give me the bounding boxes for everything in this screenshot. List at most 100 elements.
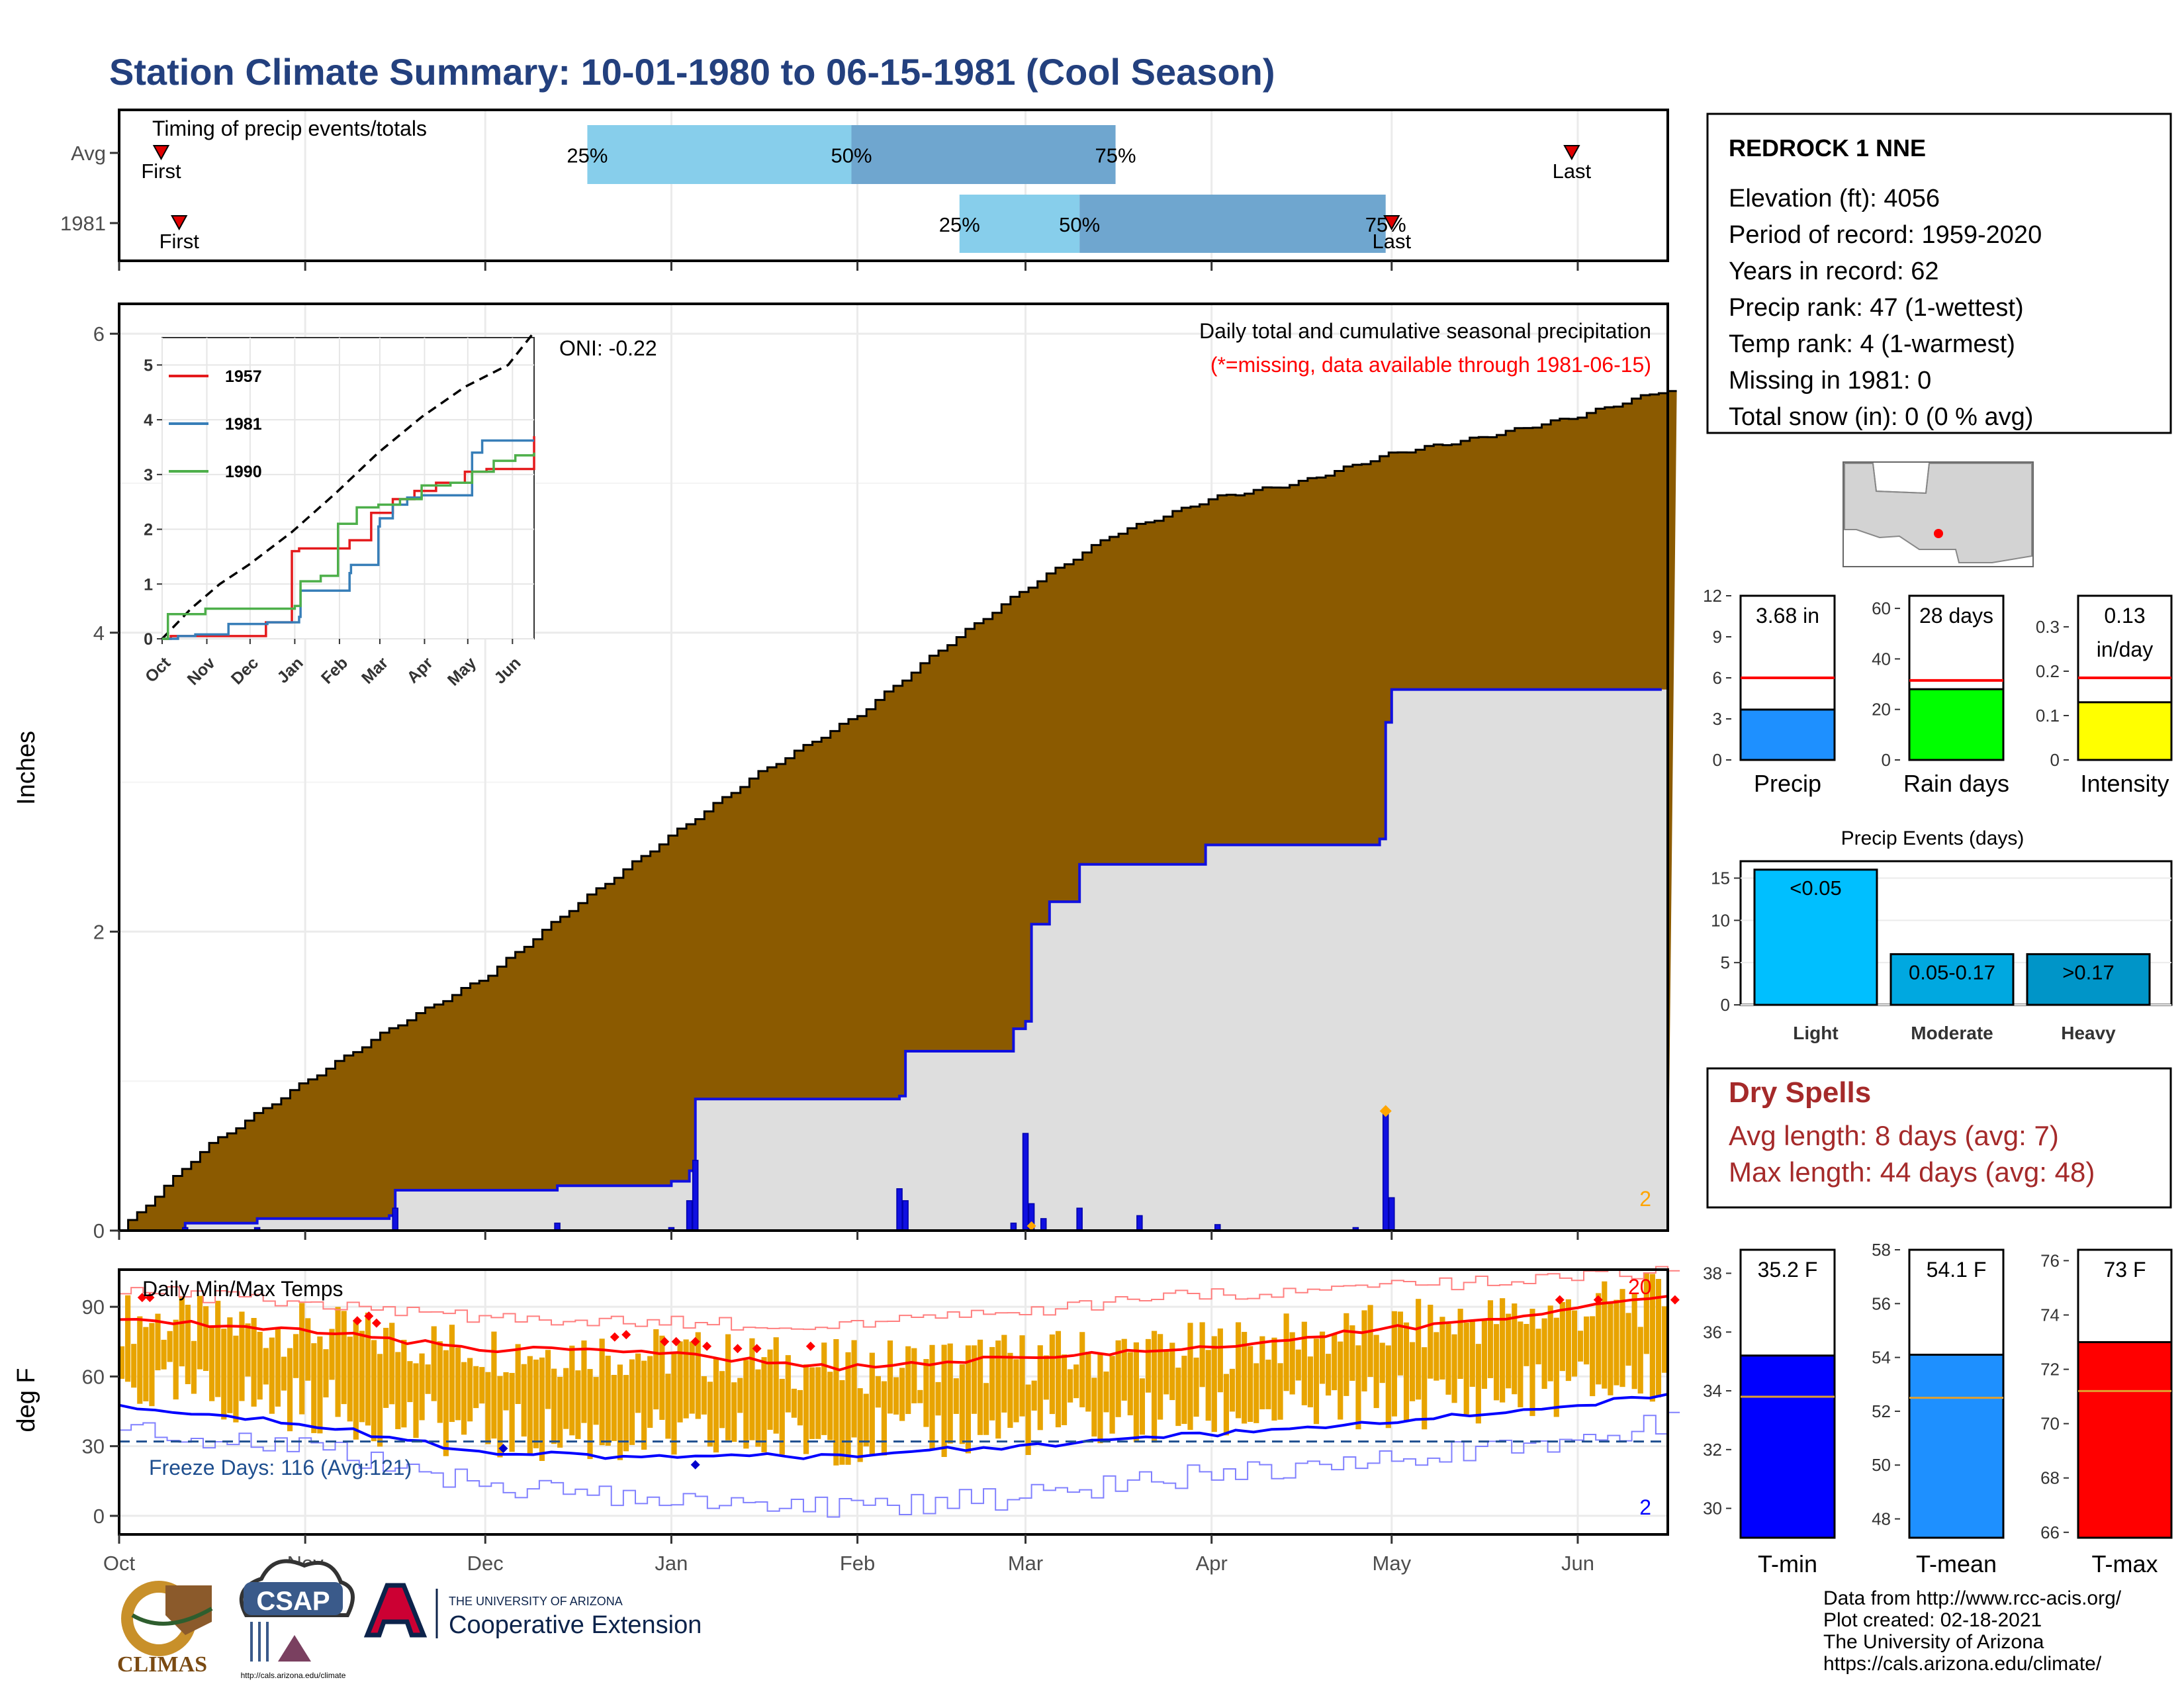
daily-temp-bar bbox=[623, 1375, 629, 1452]
daily-temp-bar bbox=[1512, 1303, 1518, 1395]
page-title: Station Climate Summary: 10-01-1980 to 0… bbox=[109, 51, 1275, 93]
daily-temp-bar bbox=[701, 1376, 707, 1415]
daily-temp-bar bbox=[401, 1339, 407, 1428]
record-high-marker bbox=[352, 1316, 362, 1326]
temp-ytick-label: 60 bbox=[82, 1365, 105, 1388]
daily-temp-bar bbox=[797, 1389, 803, 1426]
summary-ytick-label: 0.2 bbox=[2036, 661, 2060, 681]
daily-temp-bar bbox=[1025, 1384, 1031, 1455]
daily-temp-bar bbox=[1391, 1311, 1397, 1417]
temp-ytick-label: 0 bbox=[93, 1505, 105, 1528]
daily-temp-bar bbox=[1361, 1310, 1367, 1391]
record-high-marker bbox=[702, 1341, 712, 1351]
daily-temp-bar bbox=[1158, 1334, 1163, 1420]
inset-ytick-label: 3 bbox=[144, 466, 153, 485]
daily-temp-bar bbox=[689, 1341, 695, 1414]
daily-precip-bar bbox=[1040, 1218, 1047, 1231]
daily-temp-bar bbox=[551, 1368, 557, 1444]
summary-ytick-label: 34 bbox=[1703, 1381, 1722, 1401]
precip-summary-charts: 0 3 6 9 12 3.68 in Precip 0 20 40 60 28 days Rain da… bbox=[1703, 586, 2173, 797]
events-bar-light bbox=[1753, 868, 1878, 1006]
record-high-marker bbox=[805, 1341, 815, 1351]
inset-ytick-label: 1 bbox=[144, 575, 153, 594]
daily-temp-bar bbox=[821, 1342, 827, 1435]
daily-temp-bar bbox=[1061, 1354, 1068, 1425]
daily-temp-bar bbox=[1019, 1335, 1025, 1417]
daily-temp-bar bbox=[1043, 1355, 1049, 1400]
timing-avg-last-marker bbox=[1563, 145, 1580, 161]
daily-temp-bar bbox=[1596, 1293, 1602, 1385]
daily-temp-bar bbox=[725, 1334, 731, 1440]
timing-avg-p75: 75% bbox=[1095, 144, 1136, 167]
daily-temp-bar bbox=[539, 1357, 545, 1462]
daily-temp-bar bbox=[953, 1378, 959, 1414]
daily-temp-bar bbox=[1091, 1378, 1097, 1437]
record-high-marker bbox=[733, 1344, 743, 1354]
daily-temp-bar bbox=[1332, 1333, 1338, 1391]
daily-temp-bar bbox=[1506, 1313, 1512, 1389]
precip-corner-count: 2 bbox=[1639, 1187, 1651, 1211]
daily-temp-bar bbox=[767, 1349, 773, 1430]
tmin-record-line bbox=[119, 1411, 1680, 1518]
daily-temp-bar bbox=[1109, 1356, 1115, 1434]
daily-temp-bar bbox=[281, 1356, 287, 1391]
daily-temp-bar bbox=[851, 1340, 857, 1438]
daily-temp-bar bbox=[809, 1367, 815, 1439]
events-inner-label: 0.05-0.17 bbox=[1909, 961, 1995, 984]
daily-temp-bar bbox=[503, 1372, 509, 1411]
record-high-marker bbox=[752, 1344, 762, 1354]
daily-temp-bar bbox=[1073, 1364, 1079, 1399]
summary-ytick-label: 36 bbox=[1703, 1322, 1722, 1342]
daily-temp-bar bbox=[1535, 1329, 1541, 1365]
daily-temp-bar bbox=[1619, 1289, 1625, 1387]
daily-temp-bar bbox=[941, 1344, 947, 1457]
month-tick-label: May bbox=[1373, 1552, 1412, 1575]
daily-temp-bar bbox=[527, 1356, 533, 1455]
daily-temp-bar bbox=[1379, 1342, 1385, 1383]
summary-bar-1 bbox=[1908, 1354, 2005, 1539]
daily-temp-bar bbox=[311, 1343, 317, 1433]
summary-ytick-label: 74 bbox=[2040, 1305, 2060, 1325]
csap-url: http://cals.arizona.edu/climate bbox=[241, 1671, 346, 1680]
daily-temp-bar bbox=[1139, 1378, 1146, 1435]
summary-label-2: T-max bbox=[2091, 1550, 2158, 1577]
daily-temp-bar bbox=[203, 1306, 209, 1372]
climas-logo: CLIMAS bbox=[117, 1581, 213, 1677]
daily-temp-bar bbox=[1121, 1338, 1127, 1401]
daily-temp-bar bbox=[515, 1344, 521, 1404]
daily-temp-bar bbox=[1608, 1303, 1614, 1395]
temp-ytick-label: 30 bbox=[82, 1435, 105, 1458]
daily-temp-bar bbox=[629, 1359, 635, 1445]
daily-temp-bar bbox=[911, 1348, 917, 1403]
summary-ytick-label: 48 bbox=[1872, 1509, 1891, 1529]
daily-temp-bar bbox=[1253, 1363, 1259, 1423]
daily-temp-bar bbox=[761, 1357, 767, 1452]
precip-ytick-label: 0 bbox=[93, 1219, 105, 1243]
daily-temp-bar bbox=[977, 1339, 983, 1435]
daily-temp-bar bbox=[1463, 1323, 1469, 1415]
daily-temp-bar bbox=[1487, 1300, 1494, 1378]
month-tick-label: Jun bbox=[1561, 1552, 1594, 1575]
daily-temp-bar bbox=[443, 1350, 449, 1456]
daily-temp-bar bbox=[1373, 1335, 1379, 1409]
events-ytick-label: 5 bbox=[1721, 953, 1730, 972]
daily-temp-bar bbox=[905, 1346, 911, 1415]
timing-panel: Timing of precip events/totals Avg 1981 … bbox=[60, 109, 1669, 262]
events-category-label: Light bbox=[1793, 1023, 1838, 1043]
precip-events-chart: Precip Events (days) 0 5 10 15 <0.05 Light 0.0… bbox=[1711, 827, 2173, 1043]
daily-temp-bar bbox=[863, 1393, 869, 1447]
station-info-line: Total snow (in): 0 (0 % avg) bbox=[1729, 403, 2033, 431]
record-high-marker bbox=[621, 1330, 631, 1340]
timing-1981-p50: 50% bbox=[1059, 213, 1100, 236]
daily-temp-bar bbox=[1295, 1349, 1301, 1381]
daily-temp-bar bbox=[779, 1378, 785, 1455]
daily-temp-bar bbox=[1235, 1322, 1242, 1419]
daily-temp-bar bbox=[119, 1346, 125, 1379]
daily-temp-bar bbox=[323, 1349, 329, 1397]
daily-temp-bar bbox=[509, 1373, 515, 1452]
inset-ytick-label: 0 bbox=[144, 630, 153, 649]
csap-text: CSAP bbox=[256, 1587, 330, 1616]
daily-temp-bar bbox=[707, 1382, 713, 1447]
temp-panel-frame bbox=[118, 1268, 1669, 1536]
